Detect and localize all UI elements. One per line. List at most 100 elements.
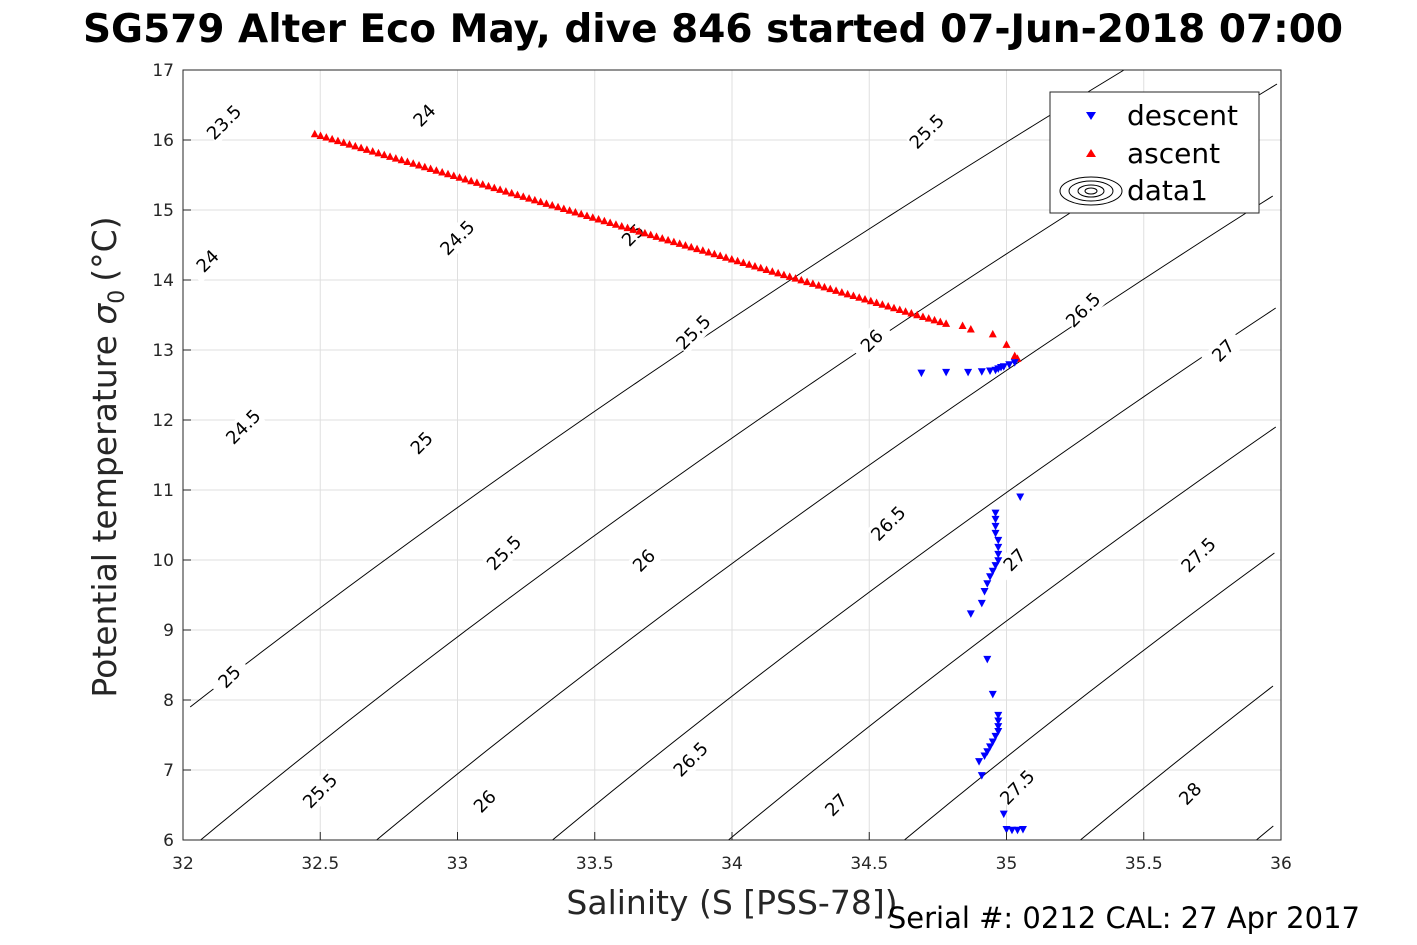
- ascent-point: [386, 152, 395, 160]
- isopycnal-line: [552, 307, 1276, 841]
- descent-point: [977, 772, 986, 780]
- descent-point: [994, 717, 1003, 725]
- descent-point: [977, 599, 986, 608]
- x-axis-label: Salinity (S [PSS-78]): [566, 883, 897, 922]
- descent-point: [988, 738, 997, 746]
- y-tick-label: 12: [152, 411, 174, 431]
- ascent-point: [380, 150, 389, 159]
- ascent-point: [501, 187, 510, 195]
- ascent-point: [397, 155, 406, 164]
- ascent-point: [895, 305, 904, 313]
- y-tick-label: 11: [152, 481, 174, 501]
- descent-point: [917, 369, 926, 378]
- ascent-point: [571, 208, 580, 216]
- descent-point: [991, 509, 1000, 518]
- ascent-point: [362, 145, 371, 153]
- y-tick-label: 6: [163, 831, 174, 851]
- ascent-point: [443, 169, 452, 178]
- ascent-point: [322, 133, 331, 141]
- isopycnal-line: [728, 426, 1277, 841]
- ascent-point: [490, 183, 499, 192]
- descent-point: [999, 363, 1008, 371]
- descent-point: [994, 543, 1003, 552]
- ascent-series: [310, 129, 1022, 362]
- x-tick-label: 33.5: [576, 854, 614, 874]
- y-axis-ticks: 6 7 8 9 10 11 12 13 14 15 16 17: [152, 61, 191, 851]
- isopycnal-line: [1080, 685, 1274, 841]
- ascent-point: [635, 227, 644, 235]
- descent-point: [1007, 826, 1016, 835]
- ascent-point: [1002, 340, 1011, 348]
- descent-point: [986, 573, 995, 581]
- contour-label-bg: [435, 216, 480, 260]
- ascent-point: [577, 209, 586, 218]
- ascent-point: [832, 286, 841, 294]
- ascent-point: [623, 223, 632, 232]
- y-axis-label: Potential temperature σ0 (°C): [85, 216, 130, 697]
- ascent-point: [582, 211, 591, 219]
- ascent-point: [704, 248, 713, 256]
- descent-point: [1002, 826, 1011, 834]
- ascent-point: [843, 289, 852, 298]
- contour-label-bg: [814, 783, 859, 827]
- ascent-point: [484, 181, 493, 190]
- ascent-point: [722, 253, 731, 261]
- contour-label-bg: [1176, 533, 1221, 578]
- y-axis-label-symbol: σ: [85, 303, 124, 325]
- legend-ascent-label: ascent: [1127, 137, 1220, 170]
- ascent-point: [415, 161, 424, 169]
- ascent-point: [791, 274, 800, 282]
- y-tick-label: 14: [152, 271, 174, 291]
- descent-point: [966, 610, 975, 618]
- ascent-point: [733, 256, 742, 265]
- descent-series: [917, 359, 1027, 835]
- contour-label-bg: [1168, 771, 1213, 816]
- ascent-point: [710, 249, 719, 258]
- ascent-point: [496, 185, 505, 193]
- ascent-point: [420, 162, 429, 171]
- ascent-point: [808, 279, 817, 287]
- ascent-point: [565, 206, 574, 214]
- y-axis-label-text: Potential temperature: [85, 335, 124, 697]
- ascent-point: [930, 315, 939, 324]
- ascent-point: [640, 228, 649, 237]
- descent-point: [994, 723, 1003, 731]
- ascent-point: [455, 173, 464, 181]
- ascent-point: [310, 129, 319, 138]
- ascent-point: [507, 188, 516, 197]
- descent-point: [1005, 361, 1014, 369]
- ascent-point: [664, 235, 673, 244]
- ascent-point: [907, 308, 916, 317]
- descent-point: [1013, 826, 1022, 835]
- ascent-point: [814, 281, 823, 289]
- descent-point: [994, 711, 1003, 720]
- ascent-point: [768, 267, 777, 275]
- ascent-point: [739, 258, 748, 266]
- ascent-point: [345, 140, 354, 148]
- contour-label-bg: [671, 310, 716, 355]
- y-tick-label: 15: [152, 201, 174, 221]
- descent-point: [988, 567, 997, 576]
- ascent-point: [756, 263, 765, 272]
- y-tick-label: 16: [152, 131, 174, 151]
- ascent-point: [606, 218, 615, 226]
- contour-label-bg: [482, 531, 527, 575]
- descent-point: [994, 557, 1003, 565]
- contour-label-bg: [1061, 288, 1106, 333]
- x-tick-label: 36: [1270, 854, 1292, 874]
- descent-point: [994, 536, 1003, 545]
- descent-point: [999, 810, 1008, 819]
- ascent-point: [658, 234, 667, 242]
- descent-point: [942, 368, 951, 377]
- contour-label-bg: [463, 779, 507, 824]
- ascent-point: [936, 317, 945, 326]
- descent-point: [991, 522, 1000, 531]
- x-axis-ticks: 32 32.5 33 33.5 34 34.5 35 35.5 36: [172, 832, 1292, 874]
- descent-point: [980, 588, 989, 596]
- descent-point: [1018, 826, 1027, 834]
- descent-point: [983, 748, 992, 756]
- ascent-point: [669, 237, 678, 246]
- contour-label-bg: [399, 421, 444, 466]
- ascent-point: [698, 246, 707, 254]
- descent-point: [980, 752, 989, 760]
